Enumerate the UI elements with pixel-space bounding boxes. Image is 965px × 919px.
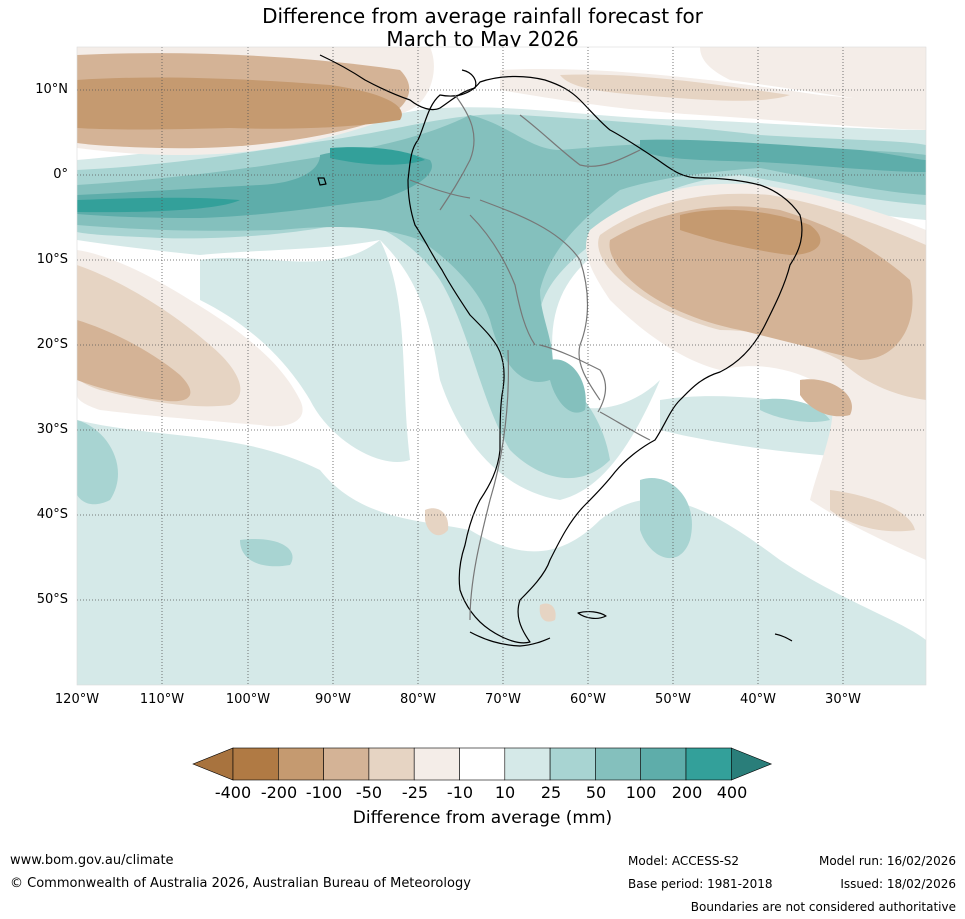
footer-model: Model: ACCESS-S2 xyxy=(628,854,740,868)
coastline-south-georgia xyxy=(774,633,793,642)
border-paraguay xyxy=(539,344,607,413)
colorbar-segment xyxy=(277,747,324,781)
anomaly-region-southwest-pacific xyxy=(200,240,410,462)
footer-issued: Issued: 18/02/2026 xyxy=(840,877,956,891)
border-peru-bolivia xyxy=(469,214,536,346)
anomaly-region-north-pacific-dry-strong xyxy=(77,77,402,130)
border-colombia-venezuela xyxy=(439,94,475,211)
anomaly-region-brazil-dry-strong xyxy=(609,206,913,360)
footer-website[interactable]: www.bom.gov.au/climate xyxy=(10,853,174,868)
footer-model-run: Model run: 16/02/2026 xyxy=(818,854,956,868)
anomaly-region-sw-ocean-patch xyxy=(77,420,118,505)
coastline-galapagos xyxy=(317,177,327,186)
anomaly-region-south-atlantic-dry2 xyxy=(830,490,915,532)
colorbar-segment xyxy=(459,747,506,781)
colorbar-title: Difference from average (mm) xyxy=(352,808,613,828)
colorbar-segment xyxy=(640,747,687,781)
lon-label-110w: 110°W xyxy=(139,692,185,707)
lon-label-30w: 30°W xyxy=(825,692,861,707)
colorbar-segment xyxy=(323,747,370,781)
colorbar-tick-label: -50 xyxy=(355,783,383,802)
anomaly-region-north-atlantic-dry xyxy=(700,47,926,110)
anomaly-region-colombia-peak xyxy=(330,147,425,165)
anomaly-region-pacific-peak-core xyxy=(77,197,240,213)
colorbar-tick-label: -200 xyxy=(260,783,298,802)
lon-label-40w: 40°W xyxy=(740,692,776,707)
anomaly-region-southern-ocean xyxy=(77,420,926,685)
border-chile-argentina xyxy=(469,349,510,621)
colorbar-tick-label: 100 xyxy=(625,783,657,802)
colorbar-segment xyxy=(504,747,551,781)
border-venezuela-guyana xyxy=(519,114,641,167)
anomaly-region-south-atlantic-core xyxy=(760,398,830,422)
colorbar-segment xyxy=(549,747,596,781)
colorbar-segment xyxy=(595,747,642,781)
colorbar-tick-label: -400 xyxy=(214,783,252,802)
colorbar-tick-label: 25 xyxy=(540,783,562,802)
map-title-line2: March to May 2026 xyxy=(386,27,579,51)
anomaly-region-atlantic-peak xyxy=(640,139,926,172)
lat-label-50s: 50°S xyxy=(36,592,68,607)
colorbar-segment xyxy=(413,747,460,781)
colorbar-arrow-low xyxy=(192,747,234,781)
colorbar-tick-label: 200 xyxy=(671,783,703,802)
lon-label-70w: 70°W xyxy=(485,692,521,707)
lon-label-100w: 100°W xyxy=(225,692,271,707)
colorbar-tick-label: 400 xyxy=(716,783,748,802)
lon-label-80w: 80°W xyxy=(400,692,436,707)
map-title-line1: Difference from average rainfall forecas… xyxy=(262,4,703,28)
anomaly-region-sw-ocean-patch2 xyxy=(240,539,293,567)
coastlines xyxy=(317,54,803,647)
border-ecuador-peru xyxy=(409,179,471,199)
anomaly-region-sw-atlantic xyxy=(640,478,692,559)
anomaly-region-falklands-dry xyxy=(539,603,556,622)
anomaly-region-la-plata xyxy=(550,359,586,413)
lon-label-90w: 90°W xyxy=(315,692,351,707)
colorbar-segment xyxy=(232,747,279,781)
lon-label-50w: 50°W xyxy=(655,692,691,707)
anomaly-region-caribbean-dry-core xyxy=(560,74,790,101)
graticule xyxy=(77,47,926,685)
anomaly-region-south-atlantic-dry xyxy=(800,379,852,417)
coastline-south-america xyxy=(407,75,803,644)
colorbar xyxy=(192,747,773,781)
country-borders xyxy=(409,94,651,621)
lon-label-60w: 60°W xyxy=(570,692,606,707)
border-brazil-west xyxy=(479,199,601,401)
colorbar-tick-label: -25 xyxy=(401,783,429,802)
colorbar-tick-label: 50 xyxy=(585,783,607,802)
colorbar-arrow-high xyxy=(730,747,773,781)
lat-label-20s: 20°S xyxy=(36,337,68,352)
border-uruguay xyxy=(599,411,651,441)
colorbar-tick-label: -10 xyxy=(446,783,474,802)
coastline-central-america xyxy=(319,54,477,111)
coastline-falkland-islands xyxy=(577,610,607,619)
colorbar-tick-label: 10 xyxy=(494,783,516,802)
lat-label-10n: 10°N xyxy=(35,82,68,97)
lat-label-10s: 10°S xyxy=(36,252,68,267)
lat-label-0: 0° xyxy=(53,167,68,182)
footer-disclaimer: Boundaries are not considered authoritat… xyxy=(690,900,956,914)
anomaly-region-brazil-dry-core xyxy=(680,209,821,255)
lon-label-120w: 120°W xyxy=(54,692,100,707)
lat-label-30s: 30°S xyxy=(36,422,68,437)
colorbar-tick-label: -100 xyxy=(305,783,343,802)
footer-base-period: Base period: 1981-2018 xyxy=(628,877,773,891)
colorbar-segment xyxy=(368,747,415,781)
lat-label-40s: 40°S xyxy=(36,507,68,522)
map-plot-area xyxy=(77,47,926,685)
anomaly-region-patagonia-dry xyxy=(425,508,449,536)
colorbar-segment xyxy=(685,747,732,781)
footer-copyright: © Commonwealth of Australia 2026, Austra… xyxy=(10,876,471,891)
coastline-tierra-del-fuego xyxy=(469,631,551,647)
